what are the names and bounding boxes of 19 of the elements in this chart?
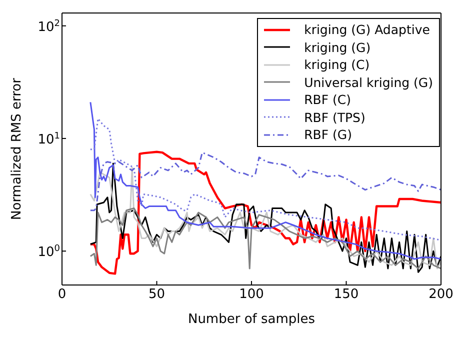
y-axis-title: Normalized RMS error bbox=[10, 77, 25, 220]
legend-label: RBF (C) bbox=[304, 91, 351, 108]
legend-label: kriging (G) bbox=[304, 38, 371, 56]
y-tick-label: 10$^{1}$ bbox=[38, 131, 60, 148]
x-tick-label: 200 bbox=[428, 287, 454, 302]
y-tick-label: 10$^{0}$ bbox=[38, 244, 60, 260]
y-tick-label: 10$^{2}$ bbox=[38, 18, 60, 35]
line-series bbox=[90, 208, 441, 270]
x-tick-label: 100 bbox=[239, 287, 264, 302]
x-tick-label: 0 bbox=[58, 287, 66, 302]
legend-label: RBF (TPS) bbox=[304, 108, 366, 126]
x-axis-title: Number of samples bbox=[188, 312, 316, 327]
x-tick-label: 50 bbox=[148, 287, 166, 302]
line-series bbox=[90, 152, 441, 212]
x-tick-label: 150 bbox=[334, 287, 359, 302]
legend-label: RBF (G) bbox=[304, 126, 352, 144]
legend-label: Universal kriging (G) bbox=[304, 74, 433, 91]
legend-label: kriging (G) Adaptive bbox=[304, 21, 430, 38]
legend-label: kriging (C) bbox=[304, 56, 370, 74]
